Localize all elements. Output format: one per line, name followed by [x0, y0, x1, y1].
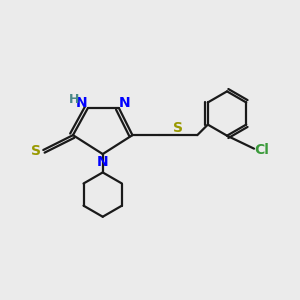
- Text: Cl: Cl: [255, 143, 270, 157]
- Text: H: H: [69, 93, 79, 106]
- Text: N: N: [119, 96, 131, 110]
- Text: N: N: [97, 154, 109, 169]
- Text: S: S: [173, 121, 183, 135]
- Text: N: N: [76, 96, 88, 110]
- Text: S: S: [31, 144, 41, 158]
